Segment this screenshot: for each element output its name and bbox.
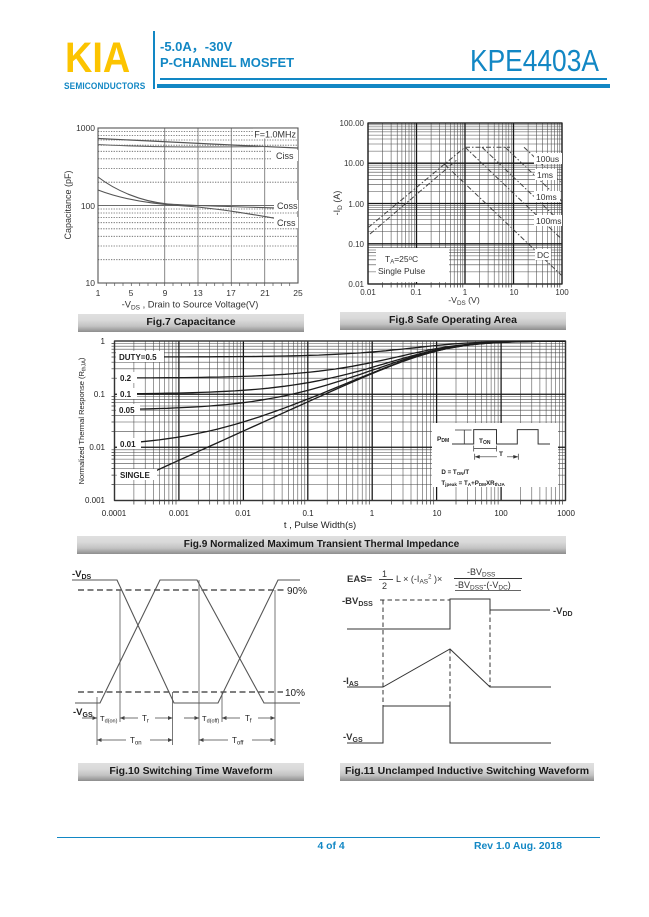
svg-text:-BVDSS: -BVDSS (342, 596, 373, 608)
svg-text:10.00: 10.00 (344, 159, 365, 168)
svg-text:10: 10 (86, 278, 96, 288)
svg-text:9: 9 (163, 288, 168, 298)
svg-text:Crss: Crss (277, 218, 296, 228)
svg-text:TON: TON (479, 438, 491, 446)
svg-text:1: 1 (96, 288, 101, 298)
svg-text:-ID (A): -ID (A) (332, 191, 344, 216)
svg-text:10ms: 10ms (536, 192, 557, 202)
svg-text:-VGS: -VGS (73, 707, 93, 719)
svg-text:0.001: 0.001 (169, 509, 190, 518)
svg-text:0.0001: 0.0001 (102, 509, 127, 518)
svg-text:-VDS , Drain to Source Voltage: -VDS , Drain to Source Voltage(V) (122, 300, 259, 312)
svg-text:Tjpeak = TA+PDMXRthJA: Tjpeak = TA+PDMXRthJA (441, 480, 505, 487)
svg-text:0.01: 0.01 (120, 440, 136, 449)
svg-text:0.1: 0.1 (94, 390, 106, 399)
svg-text:100: 100 (494, 509, 508, 518)
svg-text:F=1.0MHz: F=1.0MHz (254, 130, 296, 140)
svg-text:Toff: Toff (232, 736, 244, 747)
svg-text:Tf: Tf (245, 714, 252, 725)
svg-text:1000: 1000 (76, 123, 95, 133)
svg-text:Capacitance (pF): Capacitance (pF) (63, 170, 73, 239)
svg-text:Tr: Tr (142, 714, 149, 725)
svg-text:5: 5 (129, 288, 134, 298)
svg-text:0.1: 0.1 (302, 509, 314, 518)
svg-text:0.1: 0.1 (410, 288, 422, 297)
svg-text:90%: 90% (287, 586, 307, 597)
svg-text:-BVDSS-(-VDC): -BVDSS-(-VDC) (455, 580, 511, 592)
svg-text:-VGS: -VGS (343, 732, 363, 744)
svg-text:L × (-IAS2 )×: L × (-IAS2 )× (396, 574, 442, 586)
svg-text:D = TON/T: D = TON/T (441, 469, 469, 476)
svg-text:PDM: PDM (437, 436, 449, 444)
svg-text:0.2: 0.2 (120, 374, 132, 383)
svg-text:Td(on): Td(on) (100, 714, 118, 725)
svg-text:DUTY=0.5: DUTY=0.5 (119, 353, 157, 362)
svg-text:10: 10 (433, 509, 442, 518)
svg-text:TA=25oC: TA=25oC (385, 254, 418, 266)
svg-text:-BVDSS: -BVDSS (467, 567, 496, 579)
svg-text:0.1: 0.1 (120, 390, 132, 399)
svg-text:17: 17 (226, 288, 236, 298)
svg-text:0.01: 0.01 (348, 280, 364, 289)
svg-text:1ms: 1ms (537, 170, 553, 180)
svg-text:0.10: 0.10 (348, 240, 364, 249)
svg-text:EAS=: EAS= (347, 574, 373, 585)
svg-text:0.01: 0.01 (89, 443, 105, 452)
svg-text:21: 21 (260, 288, 270, 298)
svg-text:100: 100 (81, 201, 95, 211)
svg-text:-VDS (V): -VDS (V) (448, 295, 480, 307)
svg-text:2: 2 (382, 581, 387, 591)
svg-text:1: 1 (382, 569, 387, 579)
svg-text:1000: 1000 (557, 509, 575, 518)
svg-text:1: 1 (463, 288, 468, 297)
svg-text:0.01: 0.01 (235, 509, 251, 518)
svg-text:-VDS: -VDS (72, 569, 92, 581)
svg-text:25: 25 (293, 288, 303, 298)
svg-text:Ton: Ton (130, 736, 142, 747)
svg-text:0.001: 0.001 (85, 496, 106, 505)
svg-text:-IAS: -IAS (343, 676, 359, 688)
svg-text:100.00: 100.00 (340, 119, 365, 128)
svg-text:0.01: 0.01 (360, 288, 376, 297)
svg-text:Single Pulse: Single Pulse (378, 266, 426, 276)
svg-text:Normalized Thermal Response (R: Normalized Thermal Response (RthJA) (77, 357, 88, 484)
svg-text:10: 10 (510, 288, 519, 297)
svg-text:t , Pulse Width(s): t , Pulse Width(s) (284, 520, 356, 531)
svg-text:SINGLE: SINGLE (120, 471, 150, 480)
svg-text:100ms: 100ms (536, 216, 562, 226)
svg-text:Ciss: Ciss (276, 151, 294, 161)
svg-text:10%: 10% (285, 688, 305, 699)
svg-text:100us: 100us (536, 154, 559, 164)
svg-text:T: T (499, 451, 503, 458)
svg-text:-VDD: -VDD (553, 606, 573, 618)
svg-text:Coss: Coss (277, 201, 298, 211)
svg-text:Td(off): Td(off) (202, 714, 219, 725)
svg-text:100: 100 (555, 288, 569, 297)
svg-text:1.00: 1.00 (348, 200, 364, 209)
svg-text:1: 1 (370, 509, 375, 518)
svg-text:13: 13 (193, 288, 203, 298)
svg-text:1: 1 (101, 337, 106, 346)
svg-text:DC: DC (537, 250, 549, 260)
svg-text:0.05: 0.05 (119, 406, 135, 415)
